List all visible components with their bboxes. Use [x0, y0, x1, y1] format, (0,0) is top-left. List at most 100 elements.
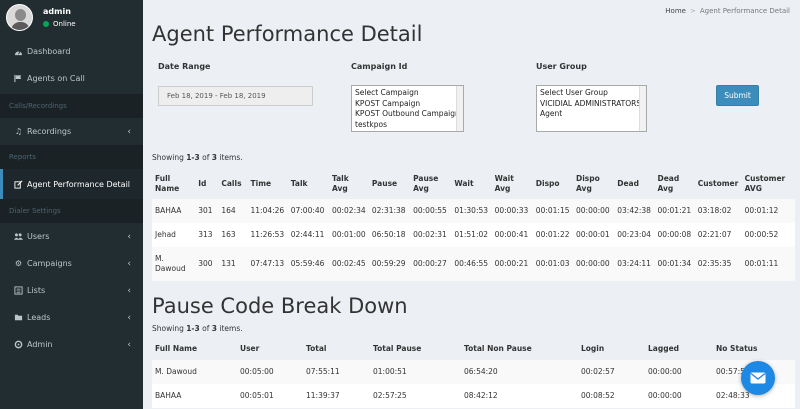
campaign-select[interactable]: Select Campaign KPOST Campaign KPOST Out… [351, 85, 464, 132]
chat-button[interactable] [741, 361, 775, 395]
column-header[interactable]: Pause [371, 179, 398, 188]
table-cell: 05:59:46 [287, 247, 329, 281]
table-cell: 164 [218, 199, 248, 223]
column-header[interactable]: Talk [290, 179, 308, 188]
table-cell: 11:39:37 [303, 384, 370, 408]
sidebar-item-users[interactable]: Users ‹ [0, 223, 143, 250]
edit-icon [14, 180, 23, 189]
table-cell: 00:01:15 [532, 199, 574, 223]
chevron-left-icon: ‹ [127, 340, 131, 350]
column-header[interactable]: Total Non Pause [464, 344, 532, 353]
column-header[interactable]: Time [250, 179, 272, 188]
table-cell: 06:50:18 [368, 223, 411, 247]
table-cell: 00:01:11 [741, 247, 795, 281]
table-row: M. Dawoud 300 131 07:47:13 05:59:46 00:02:45 0… [152, 247, 795, 281]
sidebar-item-agent-performance[interactable]: Agent Performance Detail [0, 169, 143, 199]
table-cell: 00:00:08 [654, 223, 695, 247]
table-cell: 02:35:35 [694, 247, 742, 281]
column-header[interactable]: Pause Avg [413, 174, 439, 193]
breadcrumb-home[interactable]: Home [665, 7, 686, 15]
table-cell: 08:42:12 [461, 384, 578, 408]
breadcrumb: Home > Agent Performance Detail [665, 7, 790, 15]
campaign-option[interactable]: testkpos [355, 119, 388, 129]
folder-icon [14, 313, 23, 322]
envelope-icon [750, 372, 766, 384]
column-header[interactable]: Id [198, 179, 207, 188]
user-group-option[interactable]: VICIDIAL ADMINISTRATORS [540, 98, 642, 108]
table-cell: 00:01:21 [654, 199, 695, 223]
column-header[interactable]: Login [581, 344, 605, 353]
table-cell: 00:02:31 [410, 223, 452, 247]
table-cell: 00:00:00 [645, 384, 713, 408]
campaign-option[interactable]: Select Campaign [355, 88, 419, 97]
table-cell: 06:54:20 [461, 360, 578, 384]
table-row: BAHAA 301 164 11:04:26 07:00:40 00:02:34 02:31… [152, 199, 795, 223]
table-row: BAHAA 00:05:01 11:39:37 02:57:25 08:42:12 00:… [152, 384, 795, 408]
table-cell: 00:01:22 [532, 223, 574, 247]
sidebar-item-recordings[interactable]: ♫ Recordings ‹ [14, 127, 131, 137]
column-header[interactable]: Lagged [648, 344, 680, 353]
table-cell: 02:57:25 [370, 384, 461, 408]
table-cell: 00:01:34 [654, 247, 695, 281]
campaign-option[interactable]: KPOST Outbound Campaign [355, 109, 460, 118]
sidebar-item-leads[interactable]: Leads ‹ [0, 304, 143, 331]
user-group-select[interactable]: Select User Group VICIDIAL ADMINISTRATOR… [536, 85, 647, 132]
table-cell: 00:00:52 [741, 223, 795, 247]
table-cell: Jehad [152, 223, 196, 247]
table-cell: 00:00:41 [491, 223, 533, 247]
column-header[interactable]: Dead Avg [657, 174, 680, 193]
scrollbar[interactable] [456, 86, 463, 131]
sidebar-item-lists[interactable]: Lists ‹ [0, 277, 143, 304]
table-cell: 00:01:03 [532, 247, 574, 281]
scrollbar[interactable] [639, 86, 646, 131]
table-cell: 313 [195, 223, 219, 247]
column-header[interactable]: Dispo [535, 179, 560, 188]
table-cell: 00:01:00 [328, 223, 369, 247]
sidebar-item-campaigns[interactable]: ⚙ Campaigns ‹ [14, 259, 131, 269]
column-header[interactable]: Dead [617, 179, 639, 188]
user-group-option[interactable]: Agent [540, 109, 563, 118]
showing-summary: Showing 1-3 of 3 items. [152, 324, 243, 333]
column-header[interactable]: Customer [697, 179, 739, 188]
date-range-input[interactable]: Feb 18, 2019 - Feb 18, 2019 [158, 86, 313, 106]
table-cell: 11:04:26 [247, 199, 288, 223]
column-header[interactable]: Calls [221, 179, 242, 188]
column-header[interactable]: Full Name [155, 174, 180, 193]
table-cell: 00:00:55 [410, 199, 452, 223]
table-cell: 131 [218, 247, 248, 281]
dashboard-icon [14, 47, 23, 56]
table-cell: 02:31:38 [368, 199, 411, 223]
campaign-label: Campaign Id [351, 62, 408, 71]
sidebar-item-agents-on-call[interactable]: Agents on Call [0, 65, 143, 92]
section-title-pause-code: Pause Code Break Down [152, 294, 408, 318]
column-header[interactable]: User [240, 344, 260, 353]
user-group-option[interactable]: Select User Group [540, 88, 608, 97]
table-cell: 01:30:53 [451, 199, 492, 223]
campaign-option[interactable]: KPOST Campaign [355, 98, 421, 108]
table-cell: BAHAA [152, 384, 237, 408]
sidebar-item-admin[interactable]: Admin ‹ [0, 331, 143, 358]
sidebar-item-dashboard[interactable]: Dashboard [0, 38, 143, 65]
table-cell: 11:26:53 [247, 223, 288, 247]
breadcrumb-current: Agent Performance Detail [699, 7, 790, 15]
chevron-left-icon: ‹ [127, 259, 131, 269]
column-header[interactable]: Total [306, 344, 327, 353]
user-status: Online [43, 20, 76, 28]
submit-button[interactable]: Submit [716, 85, 759, 106]
column-header[interactable]: Wait Avg [494, 174, 514, 193]
table-cell: 00:00:00 [573, 247, 615, 281]
table-cell: 301 [195, 199, 219, 223]
table-cell: 07:00:40 [287, 199, 329, 223]
column-header[interactable]: Wait [454, 179, 474, 188]
list-icon [14, 286, 23, 295]
column-header[interactable]: Customer AVG [744, 174, 786, 193]
column-header[interactable]: Total Pause [373, 344, 422, 353]
column-header[interactable]: Dispo Avg [576, 174, 600, 193]
column-header[interactable]: No Status [716, 344, 758, 353]
chevron-left-icon: ‹ [127, 127, 131, 137]
column-header[interactable]: Full Name [155, 344, 198, 353]
table-cell: 00:23:04 [614, 223, 655, 247]
user-group-label: User Group [536, 62, 587, 71]
column-header[interactable]: Talk Avg [331, 174, 349, 193]
music-icon: ♫ [14, 127, 23, 136]
